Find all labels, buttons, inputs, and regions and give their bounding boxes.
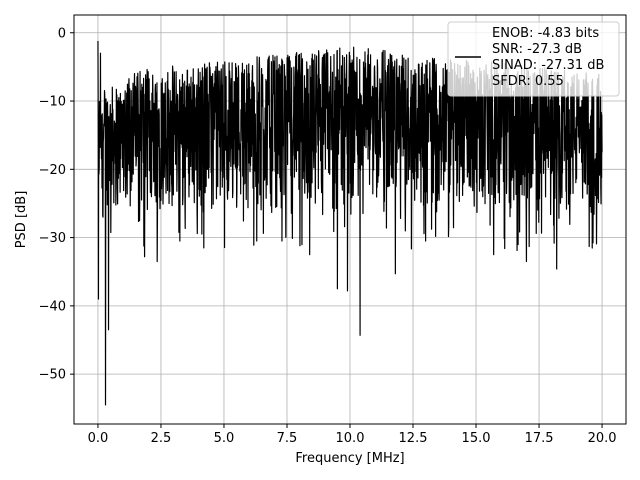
legend-entry-label: ENOB: -4.83 bits SNR: -27.3 dB SINAD: -27.… (492, 26, 604, 89)
x-tick-label: 15.0 (462, 431, 491, 446)
y-axis-label: PSD [dB] (14, 191, 29, 249)
y-tick-label: −10 (39, 95, 66, 110)
x-tick-label: 17.5 (525, 431, 554, 446)
psd-series-line (97, 40, 603, 406)
x-tick-label: 10.0 (336, 431, 365, 446)
x-tick-label: 2.5 (151, 431, 172, 446)
y-tick-label: −50 (39, 368, 66, 383)
axis-ticks: 0.0 2.5 5.0 7.5 10.0 12.5 15.0 17.5 20.0 0 −10 −20 −… (39, 26, 617, 446)
x-tick-label: 5.0 (214, 431, 235, 446)
y-tick-label: −30 (39, 231, 66, 246)
x-axis-label: Frequency [MHz] (295, 451, 404, 466)
y-tick-label: −40 (39, 299, 66, 314)
x-tick-label: 0.0 (88, 431, 109, 446)
legend-box (447, 21, 620, 97)
x-tick-label: 20.0 (588, 431, 617, 446)
x-tick-label: 12.5 (399, 431, 428, 446)
y-tick-label: −20 (39, 163, 66, 178)
series-group (97, 40, 603, 406)
y-tick-label: 0 (58, 26, 66, 41)
x-tick-label: 7.5 (277, 431, 298, 446)
legend: ENOB: -4.83 bits SNR: -27.3 dB SINAD: -27.… (447, 21, 620, 97)
